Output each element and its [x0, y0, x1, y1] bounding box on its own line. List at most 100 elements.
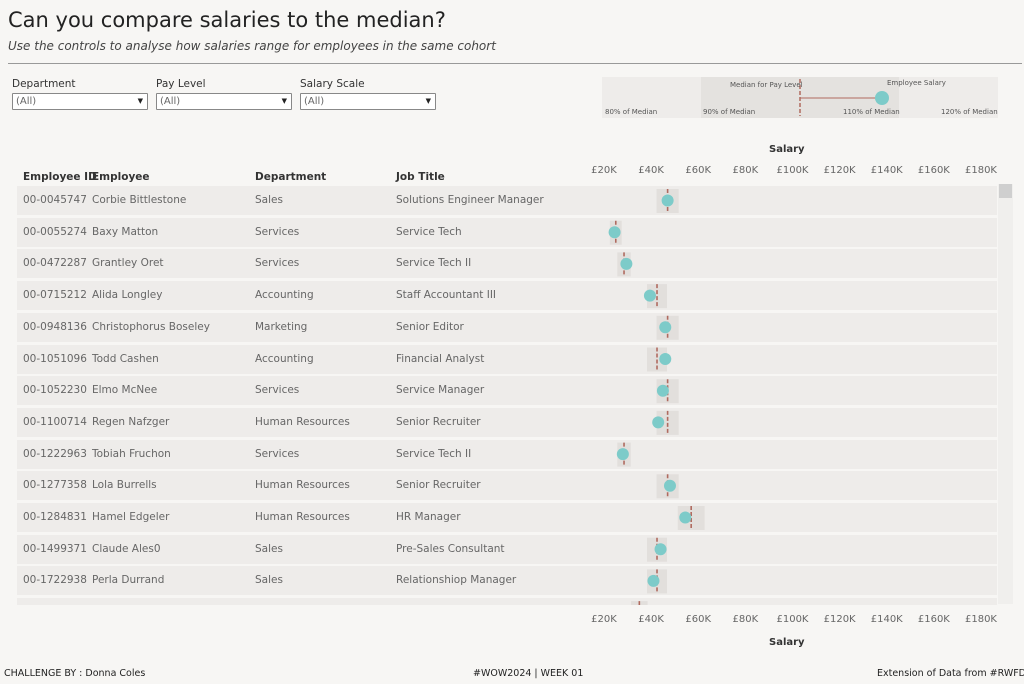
footer-challenge: #WOW2024 | WEEK 01	[473, 668, 584, 679]
x-tick-label: £20K	[591, 165, 617, 176]
employee-name-cell: Baxy Matton	[92, 225, 159, 238]
employee-id-cell: 00-0948136	[23, 320, 87, 333]
x-tick-label: £120K	[823, 614, 856, 625]
salary-scale-filter: Salary Scale (All) ▼	[300, 78, 436, 110]
x-tick-label: £80K	[732, 614, 759, 625]
x-tick-label: £140K	[870, 165, 903, 176]
department-cell: Sales	[255, 542, 283, 555]
x-tick-label: £60K	[685, 165, 712, 176]
legend: Median for Pay Level Employee Salary 80%…	[602, 77, 998, 118]
legend-band-label-110: 110% of Median	[843, 108, 900, 116]
department-cell: Sales	[255, 574, 283, 587]
salary-chart	[604, 189, 719, 605]
table-row	[17, 598, 997, 605]
legend-band-label-90: 90% of Median	[703, 108, 756, 116]
department-cell: Human Resources	[255, 415, 350, 428]
x-tick-label: £100K	[776, 614, 809, 625]
x-tick-label: £20K	[591, 614, 617, 625]
employee-table: 00-0045747 Corbie Bittlestone Sales Solutio…	[17, 185, 997, 605]
title-divider	[8, 63, 1022, 64]
job-title-cell: Financial Analyst	[396, 352, 485, 365]
department-cell: Services	[255, 384, 300, 397]
job-title-cell: Service Tech	[396, 225, 462, 238]
table-row: 00-1722938 Perla Durrand Sales Relationshio…	[17, 566, 997, 596]
salary-scale-filter-label: Salary Scale	[300, 78, 365, 90]
employee-name-cell: Claude Ales0	[92, 542, 161, 555]
dropdown-arrow-icon: ▼	[281, 97, 287, 105]
salary-dot	[647, 574, 660, 587]
pay-level-filter-label: Pay Level	[156, 78, 206, 90]
table-row: 00-0715212 Alida Longley Accounting Staff A…	[17, 281, 997, 311]
salary-dot	[643, 289, 656, 302]
department-cell: Services	[255, 257, 300, 270]
employee-id-cell: 00-1051096	[23, 352, 87, 365]
department-cell: Accounting	[255, 352, 314, 365]
table-row: 00-0948136 Christophorus Boseley Marketing…	[17, 312, 997, 342]
job-title-cell: HR Manager	[396, 511, 461, 523]
job-title-cell: Service Tech II	[396, 447, 472, 460]
salary-scale-dropdown-value: (All)	[304, 96, 325, 107]
department-cell: Human Resources	[255, 511, 350, 523]
employee-id-cell: 00-1052230	[23, 384, 87, 397]
table-row: 00-1499371 Claude Ales0 Sales Pre-Sales Con…	[17, 534, 997, 564]
job-title-cell: Relationshiop Manager	[396, 574, 517, 587]
employee-name-cell: Lola Burrells	[92, 479, 157, 492]
legend-graphic	[602, 77, 998, 118]
dropdown-arrow-icon: ▼	[137, 97, 143, 105]
x-tick-label: £180K	[964, 614, 997, 625]
job-title-cell: Staff Accountant III	[396, 289, 497, 302]
column-header-employee-id: Employee ID	[23, 171, 97, 183]
x-tick-label: £160K	[917, 614, 950, 625]
employee-name-cell: Perla Durrand	[92, 574, 165, 587]
table-row: 00-1284831 Hamel Edgeler Human Resources HR…	[17, 503, 997, 532]
salary-dot	[620, 257, 633, 270]
x-tick-label: £40K	[638, 614, 664, 625]
table-row: 00-1051096 Todd Cashen Accounting Financial…	[17, 344, 997, 374]
salary-dot	[616, 448, 629, 461]
employee-id-cell: 00-1722938	[23, 574, 87, 587]
employee-name-cell: Todd Cashen	[92, 352, 159, 365]
column-header-job-title: Job Title	[396, 171, 445, 183]
table-row: 00-1222963 Tobiah Fruchon Services Service …	[17, 439, 997, 469]
table-row: 00-1100714 Regen Nafzger Human Resources Se…	[17, 407, 997, 437]
pay-level-dropdown[interactable]: (All) ▼	[156, 93, 292, 110]
department-cell: Services	[255, 447, 300, 460]
x-tick-label: £40K	[638, 165, 664, 176]
salary-dot	[661, 194, 674, 207]
salary-dot	[608, 226, 621, 239]
table-row: 00-1052230 Elmo McNee Services Service Mana…	[17, 376, 997, 406]
table-row: 00-1277358 Lola Burrells Human Resources Se…	[17, 471, 997, 501]
footer-source: Extension of Data from #RWFD	[876, 668, 1024, 679]
scrollbar-thumb[interactable]	[999, 184, 1012, 198]
salary-dot	[659, 321, 672, 334]
department-dropdown-value: (All)	[16, 96, 37, 107]
legend-salary-dot	[875, 91, 889, 105]
vertical-scrollbar[interactable]	[998, 184, 1013, 604]
x-tick-label: £60K	[685, 614, 712, 625]
department-cell: Sales	[255, 194, 283, 206]
page-title: Can you compare salaries to the median?	[8, 8, 446, 32]
job-title-cell: Senior Editor	[396, 320, 464, 333]
employee-name-cell: Corbie Bittlestone	[92, 194, 187, 206]
employee-name-cell: Elmo McNee	[92, 384, 158, 397]
employee-name-cell: Grantley Oret	[92, 257, 164, 270]
employee-id-cell: 00-0715212	[23, 289, 87, 302]
dropdown-arrow-icon: ▼	[425, 97, 431, 105]
employee-id-cell: 00-1277358	[23, 479, 87, 492]
legend-band-label-120: 120% of Median	[941, 108, 998, 116]
employee-id-cell: 00-1222963	[23, 447, 87, 460]
legend-salary-label: Employee Salary	[887, 79, 946, 87]
salary-dot	[659, 353, 672, 365]
job-title-cell: Senior Recruiter	[396, 415, 481, 428]
x-tick-label: £100K	[776, 165, 809, 176]
department-cell: Human Resources	[255, 479, 350, 492]
department-dropdown[interactable]: (All) ▼	[12, 93, 148, 110]
salary-scale-dropdown[interactable]: (All) ▼	[300, 93, 436, 110]
job-title-cell: Service Manager	[396, 384, 485, 397]
employee-id-cell: 00-1100714	[23, 415, 87, 428]
employee-id-cell: 00-1499371	[23, 542, 87, 555]
employee-name-cell: Alida Longley	[92, 289, 163, 302]
table-row: 00-0472287 Grantley Oret Services Service T…	[17, 249, 997, 279]
page-subtitle: Use the controls to analyse how salaries…	[8, 39, 496, 53]
department-cell: Marketing	[255, 320, 308, 333]
